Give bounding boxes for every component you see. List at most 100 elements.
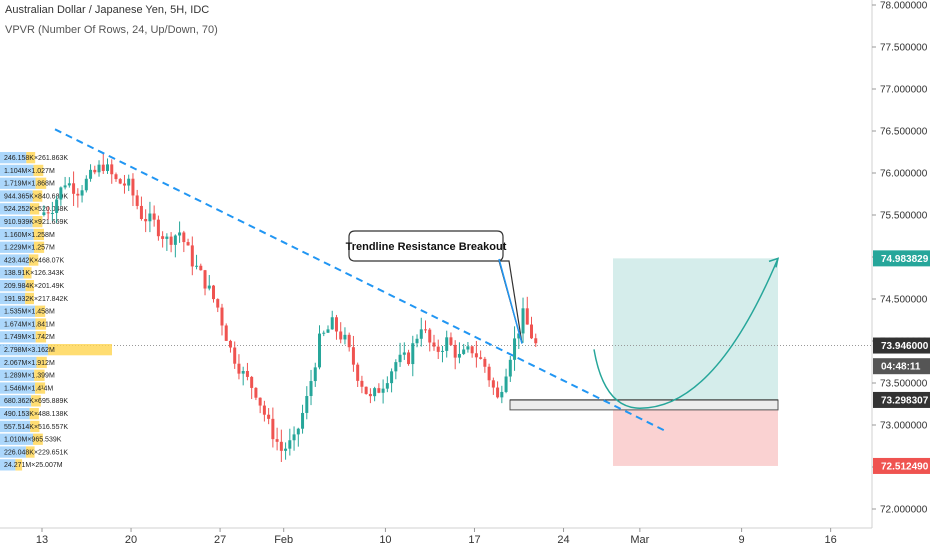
volume-profile-up-bar — [0, 280, 26, 292]
volume-profile-label: 209.984K×201.49K — [4, 283, 64, 290]
candle — [46, 206, 50, 220]
candle-body — [411, 343, 415, 365]
candle — [148, 201, 152, 233]
candle-body — [258, 397, 262, 406]
candle-body — [470, 346, 474, 354]
candle — [169, 232, 173, 253]
candle — [305, 386, 309, 420]
candle — [436, 339, 440, 360]
candle — [428, 327, 432, 352]
candle — [63, 176, 67, 190]
x-tick-label: 16 — [825, 534, 837, 546]
volume-profile-down-bar — [32, 216, 43, 228]
candle — [330, 310, 334, 330]
x-tick-label: 27 — [214, 534, 226, 546]
volume-profile-label: 680.362K×695.889K — [4, 398, 68, 405]
candle — [76, 188, 80, 208]
candle — [407, 349, 411, 366]
candle-body — [504, 376, 508, 392]
volume-profile-label: 557.514K×516.557K — [4, 424, 68, 431]
candle-body — [487, 366, 491, 381]
candle-body — [301, 412, 305, 429]
volume-profile-up-bar — [0, 356, 37, 369]
candle — [381, 379, 385, 404]
candle-body — [245, 370, 249, 377]
candle-body — [156, 219, 160, 237]
candle-body — [385, 383, 389, 389]
candle — [487, 363, 491, 387]
candle — [296, 427, 300, 447]
volume-profile-label: 1.229M×1.257M — [4, 245, 55, 252]
candle — [55, 195, 59, 223]
volume-profile-label: 226.048K×229.651K — [4, 449, 68, 456]
candle-body — [84, 178, 88, 191]
candle-body — [334, 317, 338, 332]
chart-title: Australian Dollar / Japanese Yen, 5H, ID… — [5, 4, 210, 16]
candle-body — [186, 242, 190, 246]
candle-body — [428, 329, 432, 343]
candle — [237, 354, 241, 380]
candle-body — [377, 388, 381, 393]
candle-body — [262, 405, 266, 415]
candle — [89, 164, 93, 182]
volume-profile-label: 1.674M×1.841M — [4, 321, 55, 328]
candle — [186, 238, 190, 246]
candle-body — [250, 376, 254, 388]
candle-body — [284, 448, 288, 451]
candle-body — [279, 441, 283, 451]
candle-body — [474, 353, 478, 358]
volume-profile-up-bar — [0, 152, 27, 164]
volume-profile-down-bar — [35, 177, 47, 189]
annotation-callout — [348, 230, 523, 344]
candle-body — [182, 232, 186, 243]
volume-profile-up-bar — [0, 190, 33, 202]
candle — [318, 325, 322, 370]
candle-body — [241, 370, 245, 374]
candle — [385, 376, 389, 393]
volume-profile-label: 524.252K×520.048K — [4, 206, 68, 213]
candle — [131, 173, 135, 207]
candle — [156, 215, 160, 241]
volume-profile-label: 1.010M×965.539K — [4, 437, 62, 444]
candle-body — [440, 350, 444, 352]
volume-profile-down-bar — [35, 318, 47, 330]
volume-profile-label: 944.365K×840.689K — [4, 193, 68, 200]
candle — [135, 189, 139, 210]
y-tick-label: 76.500000 — [880, 127, 928, 138]
candle-body — [381, 388, 385, 393]
volume-profile-up-bar — [0, 446, 26, 458]
price-tag-bg — [873, 337, 930, 354]
candle — [432, 334, 436, 351]
candle — [84, 175, 88, 193]
candle — [216, 298, 220, 313]
candle — [59, 186, 63, 206]
candle — [513, 326, 517, 371]
candles — [42, 153, 538, 462]
candle — [534, 333, 538, 347]
candle — [173, 234, 177, 258]
candle — [309, 369, 313, 406]
y-tick-label: 78.000000 — [880, 1, 928, 12]
volume-profile-down-bar — [33, 228, 44, 241]
candle-body — [67, 183, 71, 186]
x-tick-label: Mar — [630, 534, 649, 546]
candle — [93, 165, 97, 175]
candle-body — [127, 178, 131, 186]
volume-profile-label: 24.271M×25.007M — [4, 462, 63, 469]
candle-body — [419, 329, 423, 339]
candle — [267, 408, 271, 425]
candle — [241, 366, 245, 386]
candle-body — [530, 324, 534, 339]
candle — [118, 177, 122, 185]
candle — [326, 325, 330, 333]
volume-profile-down-bar — [35, 382, 46, 394]
candle-body — [118, 179, 122, 184]
candle — [517, 333, 521, 350]
candle-body — [199, 265, 203, 271]
candle — [284, 442, 288, 460]
candle-body — [271, 418, 275, 440]
volume-profile-up-bar — [0, 305, 36, 317]
volume-profile-up-bar — [0, 344, 48, 356]
candle-body — [351, 347, 355, 365]
